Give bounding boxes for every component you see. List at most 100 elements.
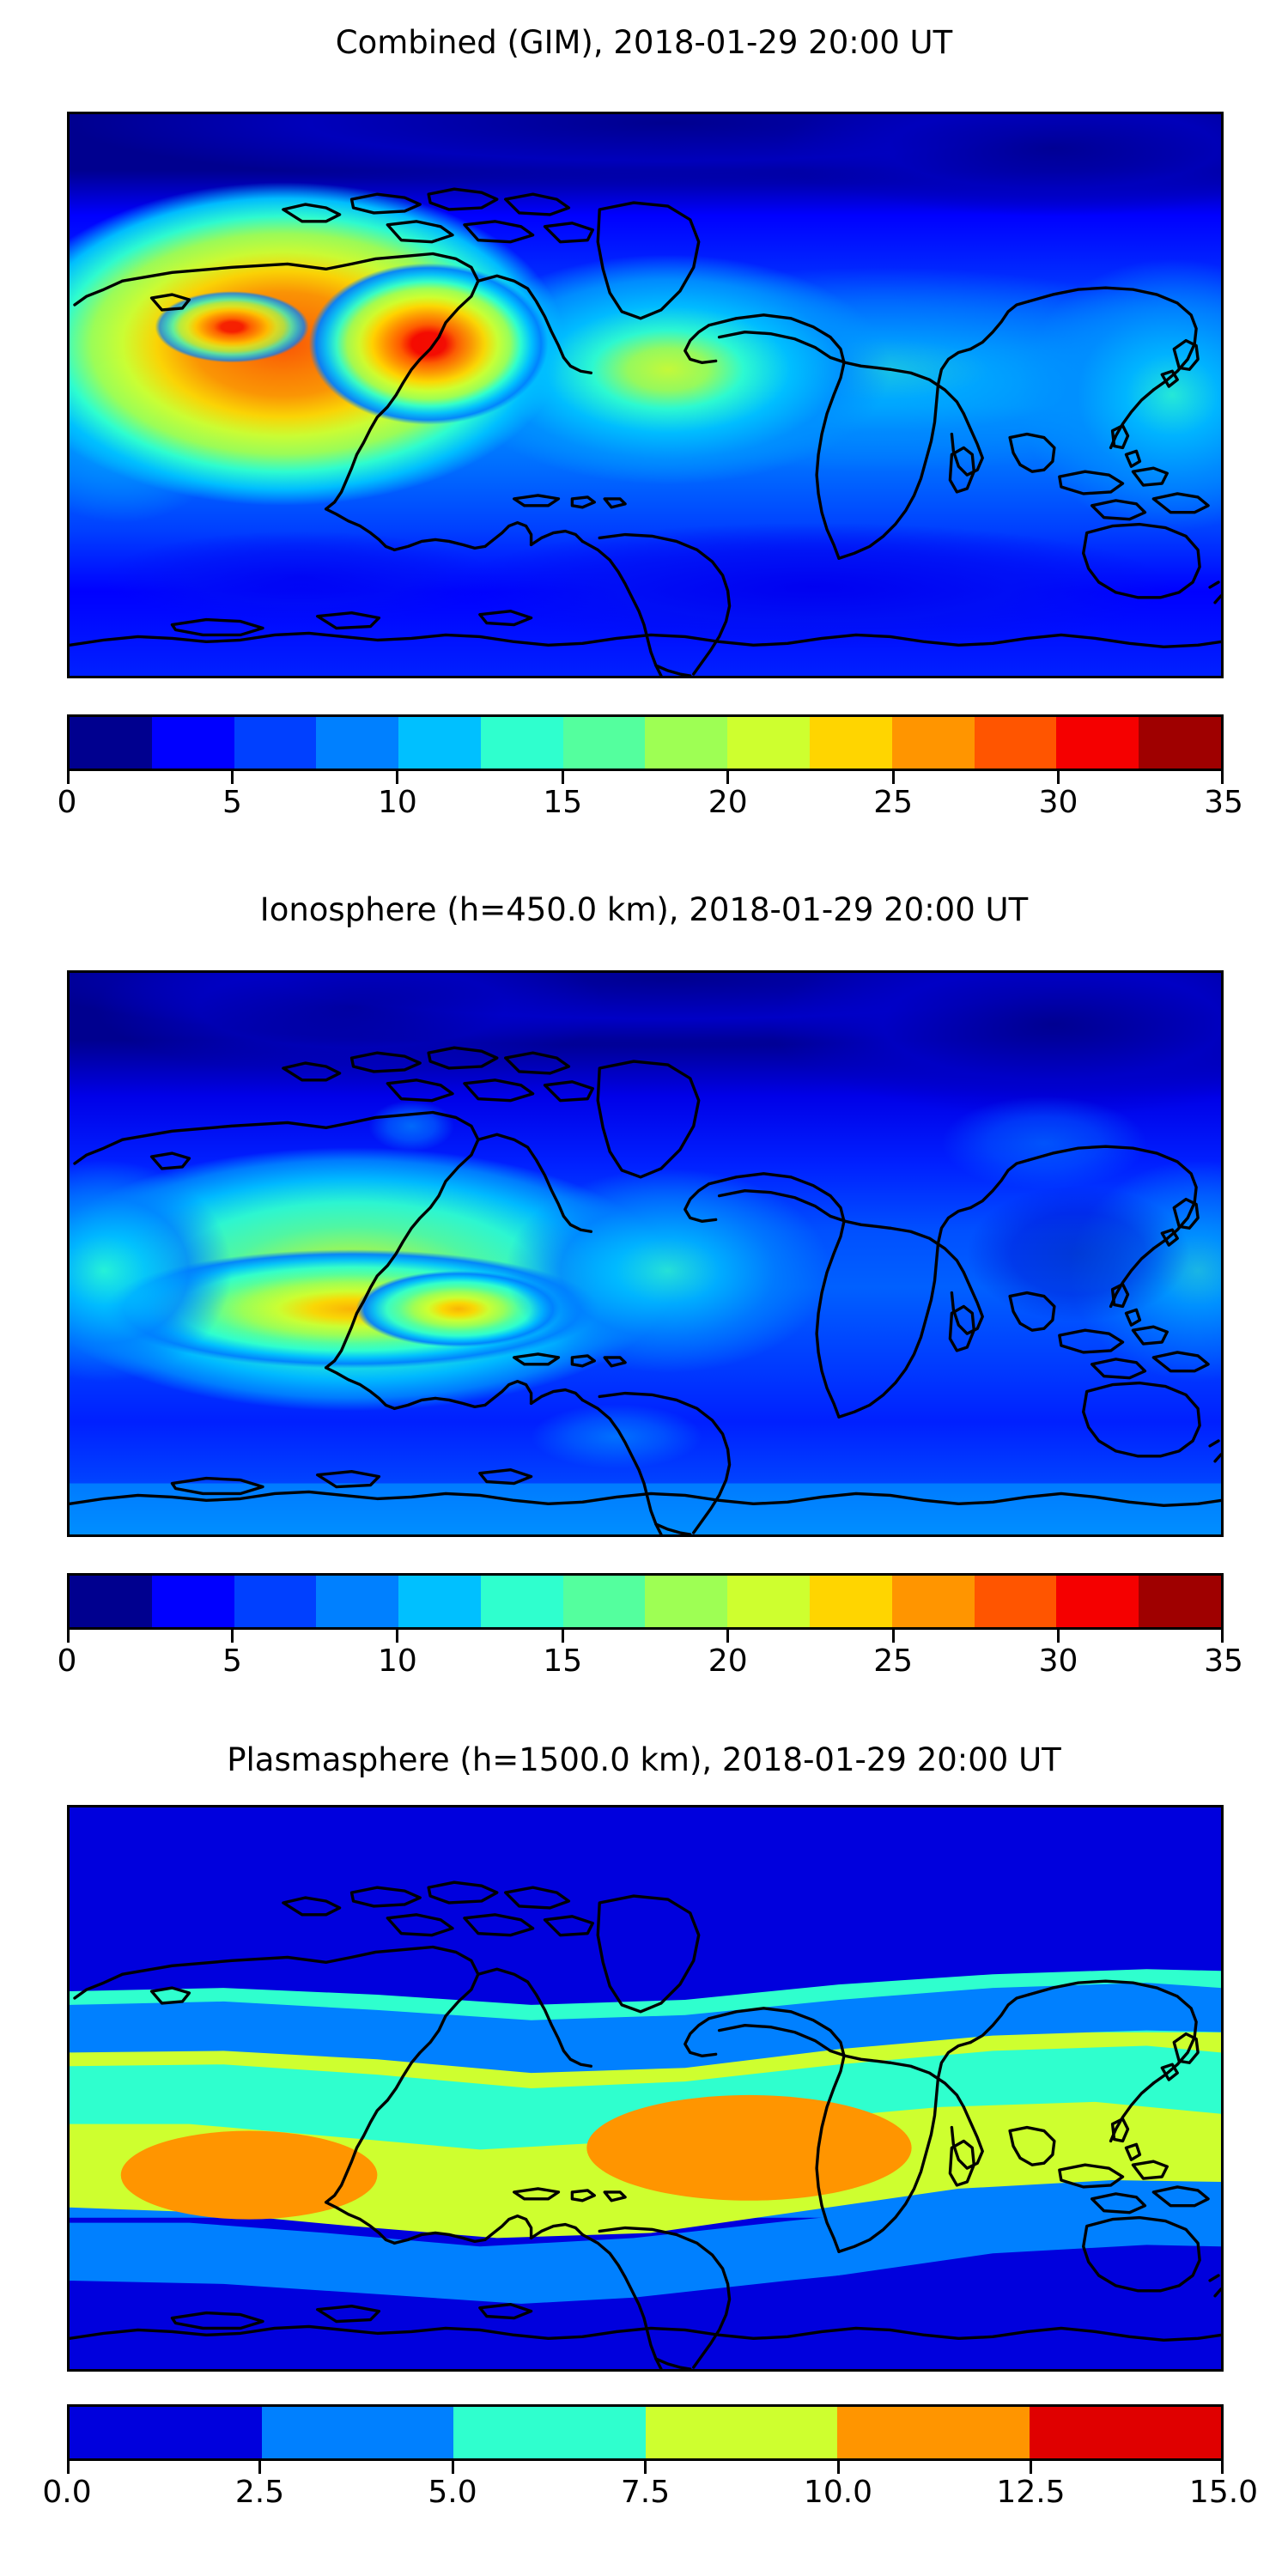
colorbar-combined: 0 5 10 15 20 25 30 35 [58, 714, 1243, 826]
colorbar-tick [836, 2461, 840, 2474]
colorbar-tick [67, 2461, 70, 2474]
colorbar-tick-label: 25 [873, 785, 914, 820]
colorbar-segment [398, 1576, 481, 1627]
colorbar-tick-label: 0.0 [42, 2475, 92, 2510]
colorbar-tick [1221, 1630, 1224, 1643]
colorbar-tick [561, 771, 564, 784]
colorbar-tick [1221, 771, 1224, 784]
contour-map-plasmasphere [70, 1807, 1221, 2369]
colorbar-tick [258, 2461, 261, 2474]
colorbar-tick [230, 771, 234, 784]
colorbar-tick [396, 771, 399, 784]
colorbar-segment [974, 717, 1057, 769]
colorbar-segment [727, 1576, 811, 1627]
map-plasmasphere [67, 1805, 1224, 2372]
colorbar-segment [1139, 1576, 1221, 1627]
colorbar-segment [810, 1576, 892, 1627]
colorbar-tick-label: 35 [1204, 785, 1243, 820]
colorbar-tick [644, 2461, 647, 2474]
colorbar-segment [891, 1576, 975, 1627]
colorbar-segment [1056, 1576, 1139, 1627]
colorbar-segment [70, 1576, 152, 1627]
colorbar-segment [151, 717, 234, 769]
colorbar-tick-label: 15 [543, 785, 583, 820]
colorbar-tick-label: 7.5 [620, 2475, 671, 2510]
map-ionosphere [67, 970, 1224, 1537]
colorbar-segment [234, 717, 317, 769]
colorbar-tick [1221, 2461, 1224, 2474]
colorbar-segment [727, 717, 811, 769]
colorbar-tick-label: 15 [543, 1643, 583, 1679]
colorbar-strip-ionosphere[interactable] [67, 1573, 1224, 1630]
panel-title-ionosphere: Ionosphere (h=450.0 km), 2018-01-29 20:0… [259, 891, 1029, 928]
colorbar-segment [1056, 717, 1139, 769]
coastlines-combined [70, 187, 1221, 676]
colorbar-segment [1029, 2407, 1221, 2458]
colorbar-strip-combined[interactable] [67, 714, 1224, 771]
colorbar-strip-plasmasphere[interactable] [67, 2404, 1224, 2461]
colorbar-segment [70, 2407, 262, 2458]
colorbar-segment [645, 717, 728, 769]
colorbar-tick-label: 20 [708, 1643, 748, 1679]
colorbar-segment [261, 2407, 453, 2458]
colorbar-segment [837, 2407, 1030, 2458]
colorbar-tick [1057, 771, 1060, 784]
colorbar-segment [480, 717, 563, 769]
colorbar-tick-label: 10 [377, 1643, 417, 1679]
coastlines-plasmasphere [70, 1880, 1221, 2369]
colorbar-tick-label: 2.5 [234, 2475, 285, 2510]
colorbar-tick-label: 15.0 [1188, 2475, 1259, 2510]
colorbar-tick-label: 30 [1038, 785, 1078, 820]
colorbar-segment [974, 1576, 1057, 1627]
colorbar-tick-label: 30 [1038, 1643, 1078, 1679]
colorbar-tick-label: 0 [57, 785, 77, 820]
colorbar-segment [1139, 717, 1221, 769]
colorbar-segment [70, 717, 152, 769]
colorbar-tick [891, 771, 895, 784]
colorbar-tick [726, 1630, 730, 1643]
colorbar-tick-label: 35 [1204, 1643, 1243, 1679]
colorbar-tick [396, 1630, 399, 1643]
colorbar-segment [891, 717, 975, 769]
colorbar-segment [234, 1576, 317, 1627]
map-combined-gim [67, 112, 1224, 678]
colorbar-tick [726, 771, 730, 784]
colorbar-segment [645, 1576, 728, 1627]
colorbar-segment [810, 717, 892, 769]
colorbar-segment [645, 2407, 837, 2458]
colorbar-segment [562, 717, 646, 769]
colorbar-labels-combined: 0 5 10 15 20 25 30 35 [58, 785, 1243, 826]
colorbar-tick [67, 1630, 70, 1643]
colorbar-segment [151, 1576, 234, 1627]
contour-map-ionosphere [70, 973, 1221, 1534]
colorbar-tick-label: 5 [222, 785, 242, 820]
colorbar-segment [316, 1576, 399, 1627]
colorbar-tick-label: 0 [57, 1643, 77, 1679]
colorbar-ticks-plasmasphere [67, 2461, 1224, 2475]
coastlines-ionosphere [70, 1046, 1221, 1534]
colorbar-tick-label: 25 [873, 1643, 914, 1679]
contour-map-combined [70, 114, 1221, 676]
colorbar-tick [451, 2461, 454, 2474]
colorbar-tick-label: 10 [377, 785, 417, 820]
colorbar-plasmasphere: 0.0 2.5 5.0 7.5 10.0 12.5 15.0 [42, 2404, 1258, 2516]
colorbar-segment [316, 717, 399, 769]
colorbar-tick [891, 1630, 895, 1643]
colorbar-tick-label: 5 [222, 1643, 242, 1679]
colorbar-ticks-combined [67, 771, 1224, 785]
colorbar-tick-label: 10.0 [803, 2475, 873, 2510]
colorbar-tick [230, 1630, 234, 1643]
panel-title-combined: Combined (GIM), 2018-01-29 20:00 UT [335, 24, 953, 61]
colorbar-tick [67, 771, 70, 784]
colorbar-segment [453, 2407, 646, 2458]
colorbar-tick [1030, 2461, 1032, 2474]
colorbar-tick [561, 1630, 564, 1643]
colorbar-tick-label: 20 [708, 785, 748, 820]
colorbar-ticks-ionosphere [67, 1630, 1224, 1643]
colorbar-segment [562, 1576, 646, 1627]
colorbar-tick-label: 5.0 [428, 2475, 477, 2510]
colorbar-labels-plasmasphere: 0.0 2.5 5.0 7.5 10.0 12.5 15.0 [42, 2475, 1258, 2516]
colorbar-tick [1057, 1630, 1060, 1643]
colorbar-segment [480, 1576, 563, 1627]
